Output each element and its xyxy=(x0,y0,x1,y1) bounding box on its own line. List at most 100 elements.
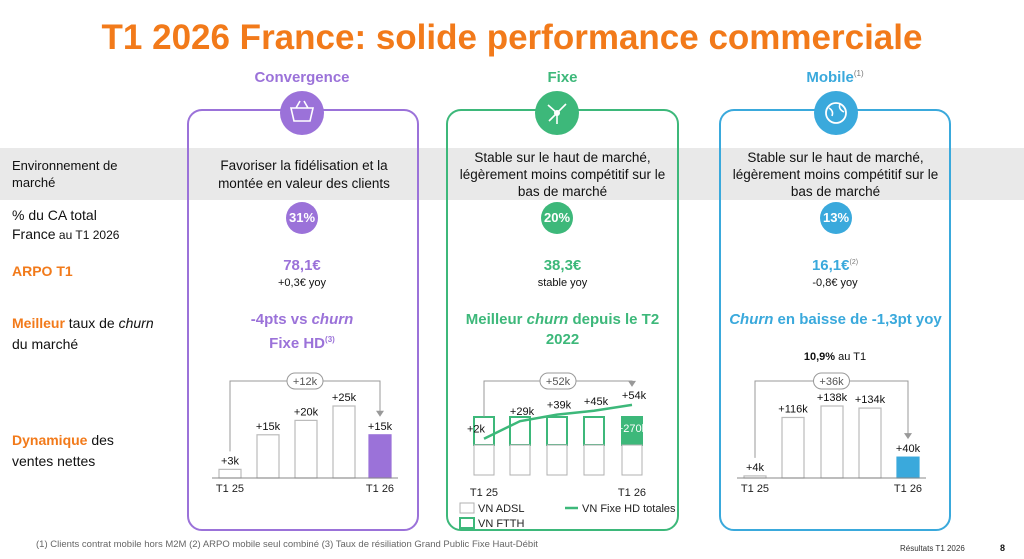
x-tick-label: T1 26 xyxy=(618,487,646,499)
value-label: +54k xyxy=(622,390,647,402)
churn-headline: Churn en baisse de -1,3pt yoy xyxy=(728,310,943,330)
change-label: +12k xyxy=(293,376,318,388)
icon xyxy=(814,91,858,135)
bar-segment xyxy=(473,444,495,476)
change-pill xyxy=(539,372,577,390)
churn-headline: Meilleur churn depuis le T2 2022 xyxy=(455,310,670,350)
arpo-change: -0,8€ yoy xyxy=(812,277,858,289)
churn-part: depuis le T2 2022 xyxy=(545,311,660,348)
value-label: +116k xyxy=(778,403,808,415)
title: T1 2026 France: solide performance comme… xyxy=(101,18,923,57)
row-label: Environnement de marché xyxy=(12,158,118,190)
value-label: +3k xyxy=(221,455,240,467)
value-label: +39k xyxy=(547,400,572,412)
value-label: +2k xyxy=(467,424,486,436)
value-label: +134k xyxy=(855,394,886,406)
arpo-change: +0,3€ yoy xyxy=(277,277,326,289)
value-label: +25k xyxy=(332,392,357,404)
churn-part: churn xyxy=(311,311,354,328)
row-label-part: au T1 2026 xyxy=(55,228,120,242)
arpo-value: 16,1€(2) xyxy=(720,257,950,274)
share-badge xyxy=(286,202,318,234)
value-label: +45k xyxy=(584,396,609,408)
value-label: +15k xyxy=(256,421,281,433)
churn-detail-part: au T1 xyxy=(835,351,867,363)
change-label: +52k xyxy=(546,376,571,388)
bar-segment xyxy=(546,444,568,476)
churn-part: -4pts vs xyxy=(250,311,312,328)
bar-segment xyxy=(509,444,531,476)
value-label: +4k xyxy=(746,462,765,474)
arpo-text: 16,1€ xyxy=(811,257,850,274)
x-tick-label: T1 25 xyxy=(216,483,244,495)
footer: Résultats T1 2026 xyxy=(900,544,965,553)
row-label-part: Dynamique xyxy=(12,432,88,448)
arpo-value: 38,3€ xyxy=(543,257,582,274)
churn-detail-part: 10,9% xyxy=(803,351,836,363)
value-label: +15k xyxy=(368,421,393,433)
bar xyxy=(256,434,280,479)
row-label-part: France xyxy=(12,226,56,242)
legend-label: VN ADSL xyxy=(478,503,524,515)
row-label-part: des ventes nettes xyxy=(12,432,114,469)
column-name: Convergence xyxy=(254,69,350,86)
legend-label: VN FTTH xyxy=(478,518,524,530)
value-label: +20k xyxy=(294,406,319,418)
arrow-head xyxy=(376,410,384,417)
x-tick-label: T1 26 xyxy=(366,483,394,495)
arpo-value: 78,1€ xyxy=(283,257,321,274)
column-name: Mobile(1) xyxy=(720,69,950,86)
row-label-part: % du CA total xyxy=(12,207,97,223)
note: (1) xyxy=(853,69,864,78)
churn-headline: -4pts vs churn Fixe HD(3) xyxy=(200,310,404,354)
change-pill xyxy=(286,372,324,390)
share-value: 31% xyxy=(288,210,316,225)
change-pill xyxy=(813,372,850,390)
bar-segment xyxy=(621,444,643,476)
legend-label: VN Fixe HD totales xyxy=(582,503,676,515)
row-label-part: Meilleur xyxy=(12,315,65,331)
share-badge xyxy=(541,202,573,234)
x-tick-label: T1 25 xyxy=(470,487,498,499)
row-label-part: taux de xyxy=(64,315,119,331)
churn-part: Meilleur xyxy=(465,311,527,328)
row-label: ARPO T1 xyxy=(12,263,73,279)
bar xyxy=(896,456,920,479)
page-number: 8 xyxy=(1000,543,1006,553)
row-label-part: churn xyxy=(118,315,154,331)
row-label: % du CA total France au T1 2026 xyxy=(12,206,182,245)
churn-part: Churn xyxy=(729,311,774,328)
churn-detail: 10,9% au T1 xyxy=(720,351,950,363)
bar xyxy=(858,407,882,479)
legend-swatch xyxy=(459,502,475,514)
footnote: (1) Clients contrat mobile hors M2M (2) … xyxy=(36,539,538,550)
churn-part: (3) xyxy=(325,335,335,344)
change-label: +36k xyxy=(819,376,844,388)
row-label-part: du marché xyxy=(12,336,79,352)
x-tick-label: T1 26 xyxy=(894,483,922,495)
arrow-head xyxy=(904,433,912,440)
bar xyxy=(820,405,844,479)
bar xyxy=(332,405,356,479)
bar-segment xyxy=(583,444,605,476)
value-label: +138k xyxy=(817,392,848,404)
bar xyxy=(781,416,805,479)
line xyxy=(483,403,633,440)
churn-part: en baisse de -1,3pt yoy xyxy=(773,311,942,328)
environment-text: Stable sur le haut de marché, légèrement… xyxy=(459,150,666,199)
bar-segment xyxy=(583,416,605,446)
bar xyxy=(218,468,242,479)
icon xyxy=(535,91,579,135)
share-value: 20% xyxy=(543,210,571,225)
value-label: +29k xyxy=(510,406,535,418)
bar xyxy=(368,434,392,479)
row-label: Dynamique des ventes nettes xyxy=(12,430,152,472)
share-badge xyxy=(820,202,852,234)
arpo-change: stable yoy xyxy=(537,277,588,289)
bar-segment xyxy=(546,416,568,446)
note: (2) xyxy=(849,259,859,266)
bar xyxy=(294,419,318,479)
row-label: Meilleur taux de churn du marché xyxy=(12,313,162,355)
